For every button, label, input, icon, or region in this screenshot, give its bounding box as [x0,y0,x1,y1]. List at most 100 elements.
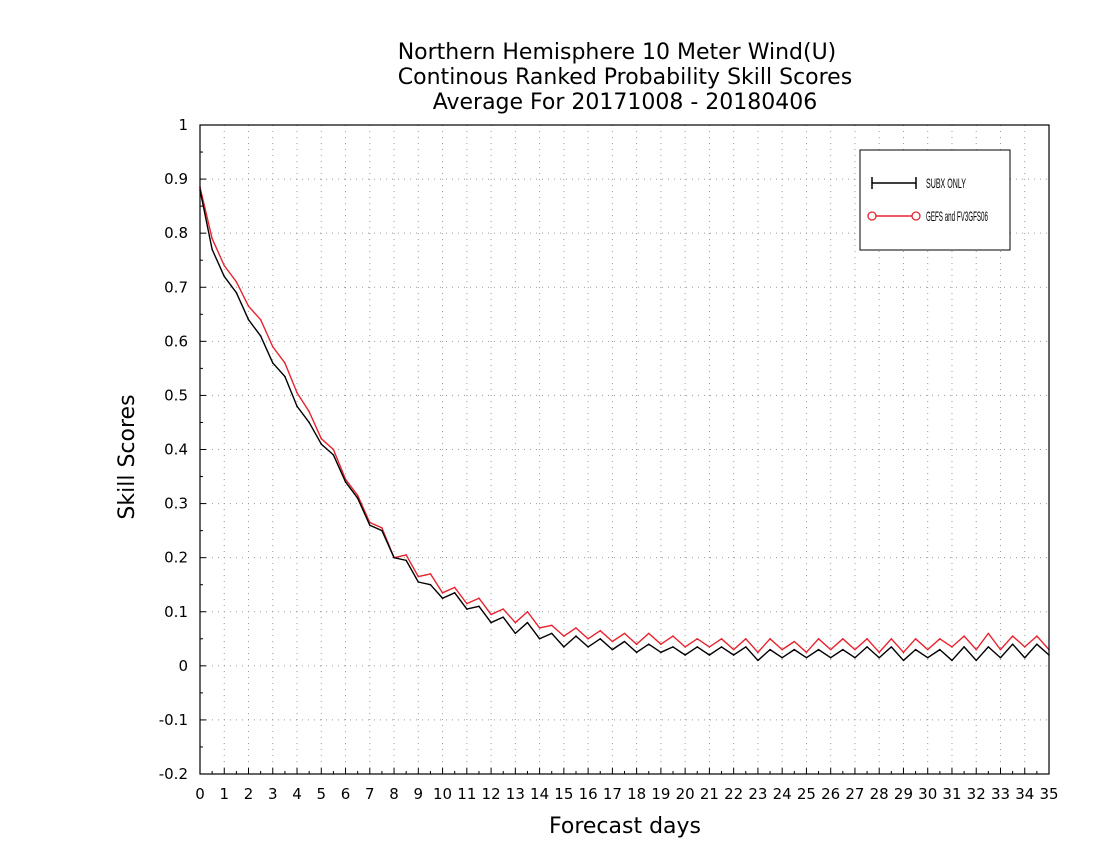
data-point-subx-only [1011,643,1014,645]
data-point-gefs-fv3gfs06 [563,635,565,637]
data-point-gefs-fv3gfs06 [914,637,917,640]
x-tick-label: 31 [942,785,961,803]
data-point-gefs-fv3gfs06 [611,640,614,643]
data-point-subx-only [744,646,747,648]
data-point-subx-only [672,646,674,648]
data-point-subx-only [1023,656,1026,659]
x-tick-label: 28 [870,785,889,803]
data-point-gefs-fv3gfs06 [987,632,990,635]
data-point-gefs-fv3gfs06 [490,613,492,616]
data-point-gefs-fv3gfs06 [405,554,407,556]
data-point-subx-only [441,597,444,600]
data-point-subx-only [405,559,407,562]
data-point-gefs-fv3gfs06 [805,651,808,654]
x-tick-label: 26 [821,785,840,803]
data-point-gefs-fv3gfs06 [356,494,359,497]
data-point-subx-only [854,656,856,659]
x-tick-label: 18 [627,785,646,803]
data-point-subx-only [1036,643,1038,645]
data-point-subx-only [769,648,771,651]
y-tick-label: 0.3 [164,495,188,513]
data-point-gefs-fv3gfs06 [599,629,602,632]
data-point-subx-only [635,651,638,654]
data-point-subx-only [381,529,383,532]
data-point-subx-only [478,605,480,608]
data-point-subx-only [926,656,929,659]
data-point-gefs-fv3gfs06 [829,648,832,651]
x-tick-label: 20 [676,785,695,803]
data-point-gefs-fv3gfs06 [720,637,723,640]
x-tick-labels: 0 1 2 3 4 5 6 7 8 9 10 11 12 13 14 15 16 17 18 19 20 21 22 23 24… [195,785,1058,803]
data-point-subx-only [939,648,941,651]
data-point-gefs-fv3gfs06 [223,264,226,267]
data-point-gefs-fv3gfs06 [890,637,893,640]
data-point-gefs-fv3gfs06 [284,362,286,364]
x-tick-label: 35 [1039,785,1058,803]
data-point-gefs-fv3gfs06 [866,637,868,640]
x-tick-label: 29 [894,785,913,803]
data-point-gefs-fv3gfs06 [939,637,941,640]
data-point-subx-only [393,556,395,559]
data-point-gefs-fv3gfs06 [587,637,589,640]
legend-swatch-gefs [867,211,921,221]
data-point-subx-only [720,646,723,648]
x-tick-label: 12 [482,785,501,803]
x-tick-label: 11 [457,785,476,803]
x-tick-label: 25 [797,785,816,803]
data-point-subx-only [829,656,832,659]
x-tick-label: 6 [341,785,351,803]
chart-title: Northern Hemisphere 10 Meter Wind(U) [398,40,837,65]
data-point-gefs-fv3gfs06 [660,643,662,645]
data-point-gefs-fv3gfs06 [963,635,965,637]
data-point-gefs-fv3gfs06 [259,318,262,321]
x-tick-label: 27 [845,785,864,803]
legend-box [859,149,1011,251]
data-point-gefs-fv3gfs06 [999,648,1002,651]
data-point-gefs-fv3gfs06 [902,651,905,654]
data-point-subx-only [271,362,274,364]
series-layer [199,186,1050,662]
data-point-gefs-fv3gfs06 [1023,646,1026,648]
data-point-subx-only [611,648,614,651]
data-point-gefs-fv3gfs06 [417,575,420,578]
data-point-subx-only [951,659,953,662]
y-tick-label: 0.6 [164,332,188,350]
data-point-subx-only [490,621,492,624]
y-tick-labels: -0.2 -0.1 0 0.1 0.2 0.3 0.4 0.5 0.6 0.7 0.8 0.9 1 [159,116,188,783]
x-tick-label: 14 [530,785,549,803]
x-tick-label: 3 [268,785,278,803]
data-point-subx-only [575,635,577,637]
data-point-subx-only [684,654,686,656]
series-line-gefs-fv3gfs06 [199,187,1050,654]
x-tick-label: 13 [506,785,525,803]
data-point-subx-only [999,656,1002,659]
grid-lines [200,125,1049,774]
data-point-gefs-fv3gfs06 [878,651,880,654]
data-point-subx-only [259,335,262,337]
data-point-subx-only [235,291,238,294]
data-point-gefs-fv3gfs06 [793,640,796,643]
x-tick-label: 23 [748,785,767,803]
data-point-subx-only [211,248,213,251]
legend-swatch-subx [871,177,917,189]
data-point-gefs-fv3gfs06 [550,624,553,627]
y-tick-label: 0.1 [164,603,188,621]
data-point-subx-only [890,646,893,648]
x-tick-label: 0 [195,785,205,803]
data-point-subx-only [332,454,335,456]
data-point-subx-only [757,659,759,662]
data-point-gefs-fv3gfs06 [975,648,978,651]
data-point-gefs-fv3gfs06 [453,586,456,589]
x-tick-label: 33 [991,785,1010,803]
data-point-subx-only [587,646,589,648]
data-point-gefs-fv3gfs06 [817,637,820,640]
data-point-subx-only [963,646,965,648]
data-point-subx-only [247,318,250,321]
data-point-gefs-fv3gfs06 [441,592,444,594]
data-point-gefs-fv3gfs06 [211,237,213,240]
data-point-gefs-fv3gfs06 [271,345,274,348]
x-tick-label: 24 [773,785,792,803]
data-point-gefs-fv3gfs06 [514,621,517,624]
data-point-gefs-fv3gfs06 [466,602,468,605]
